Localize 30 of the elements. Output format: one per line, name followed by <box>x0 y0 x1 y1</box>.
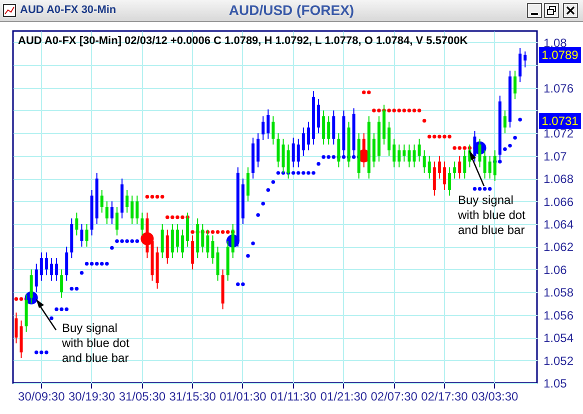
y-tick-label: 1.058 <box>544 286 574 300</box>
x-tick-label: 02/17:30 <box>421 390 468 404</box>
y-tick-label: 1.07 <box>544 149 568 164</box>
y-tick-label: 1.066 <box>544 194 574 209</box>
y-tick-label: 1.06 <box>544 262 568 277</box>
x-tick-label: 02/07:30 <box>370 390 418 404</box>
x-tick-label: 03/03:30 <box>472 390 519 404</box>
y-tick-label: 1.064 <box>544 218 574 232</box>
chart-title: AUD/USD (FOREX) <box>228 2 354 18</box>
annotation: Buy signal with blue dot and blue bar <box>458 193 526 238</box>
x-tick-label: 30/09:30 <box>18 390 66 404</box>
y-tick-label: 1.056 <box>544 308 574 322</box>
y-tick-label: 1.054 <box>544 331 574 346</box>
y-tick-label: 1.068 <box>544 172 574 186</box>
x-tick-label: 01/01:30 <box>220 390 267 404</box>
x-tick-label: 01/21:30 <box>320 390 368 404</box>
y-tick-label: 1.072 <box>544 126 574 141</box>
chart-subtitle: AUD A0-FX [30-Min] 02/03/12 +0.0006 C 1.0789, H 1.0792, L 1.0778, O 1.0784, V 5.5700K <box>18 35 468 47</box>
x-tick-label: 01/11:30 <box>270 390 317 404</box>
y-tick-label: 1.062 <box>544 240 574 254</box>
text: AUD A0-FX 30-Min <box>20 4 116 16</box>
x-tick-label: 31/15:30 <box>169 390 216 404</box>
x-tick-label: 31/05:30 <box>118 390 166 404</box>
y-tick-label: 1.05 <box>544 376 568 390</box>
annotation: 1.0789 <box>539 46 581 63</box>
x-tick-label: 30/19:30 <box>68 390 116 404</box>
y-tick-label: 1.052 <box>544 354 574 368</box>
y-tick-label: 1.076 <box>544 81 574 96</box>
annotation: Buy signal with blue dot and blue bar <box>62 321 130 366</box>
annotation: 1.0731 <box>539 112 581 129</box>
